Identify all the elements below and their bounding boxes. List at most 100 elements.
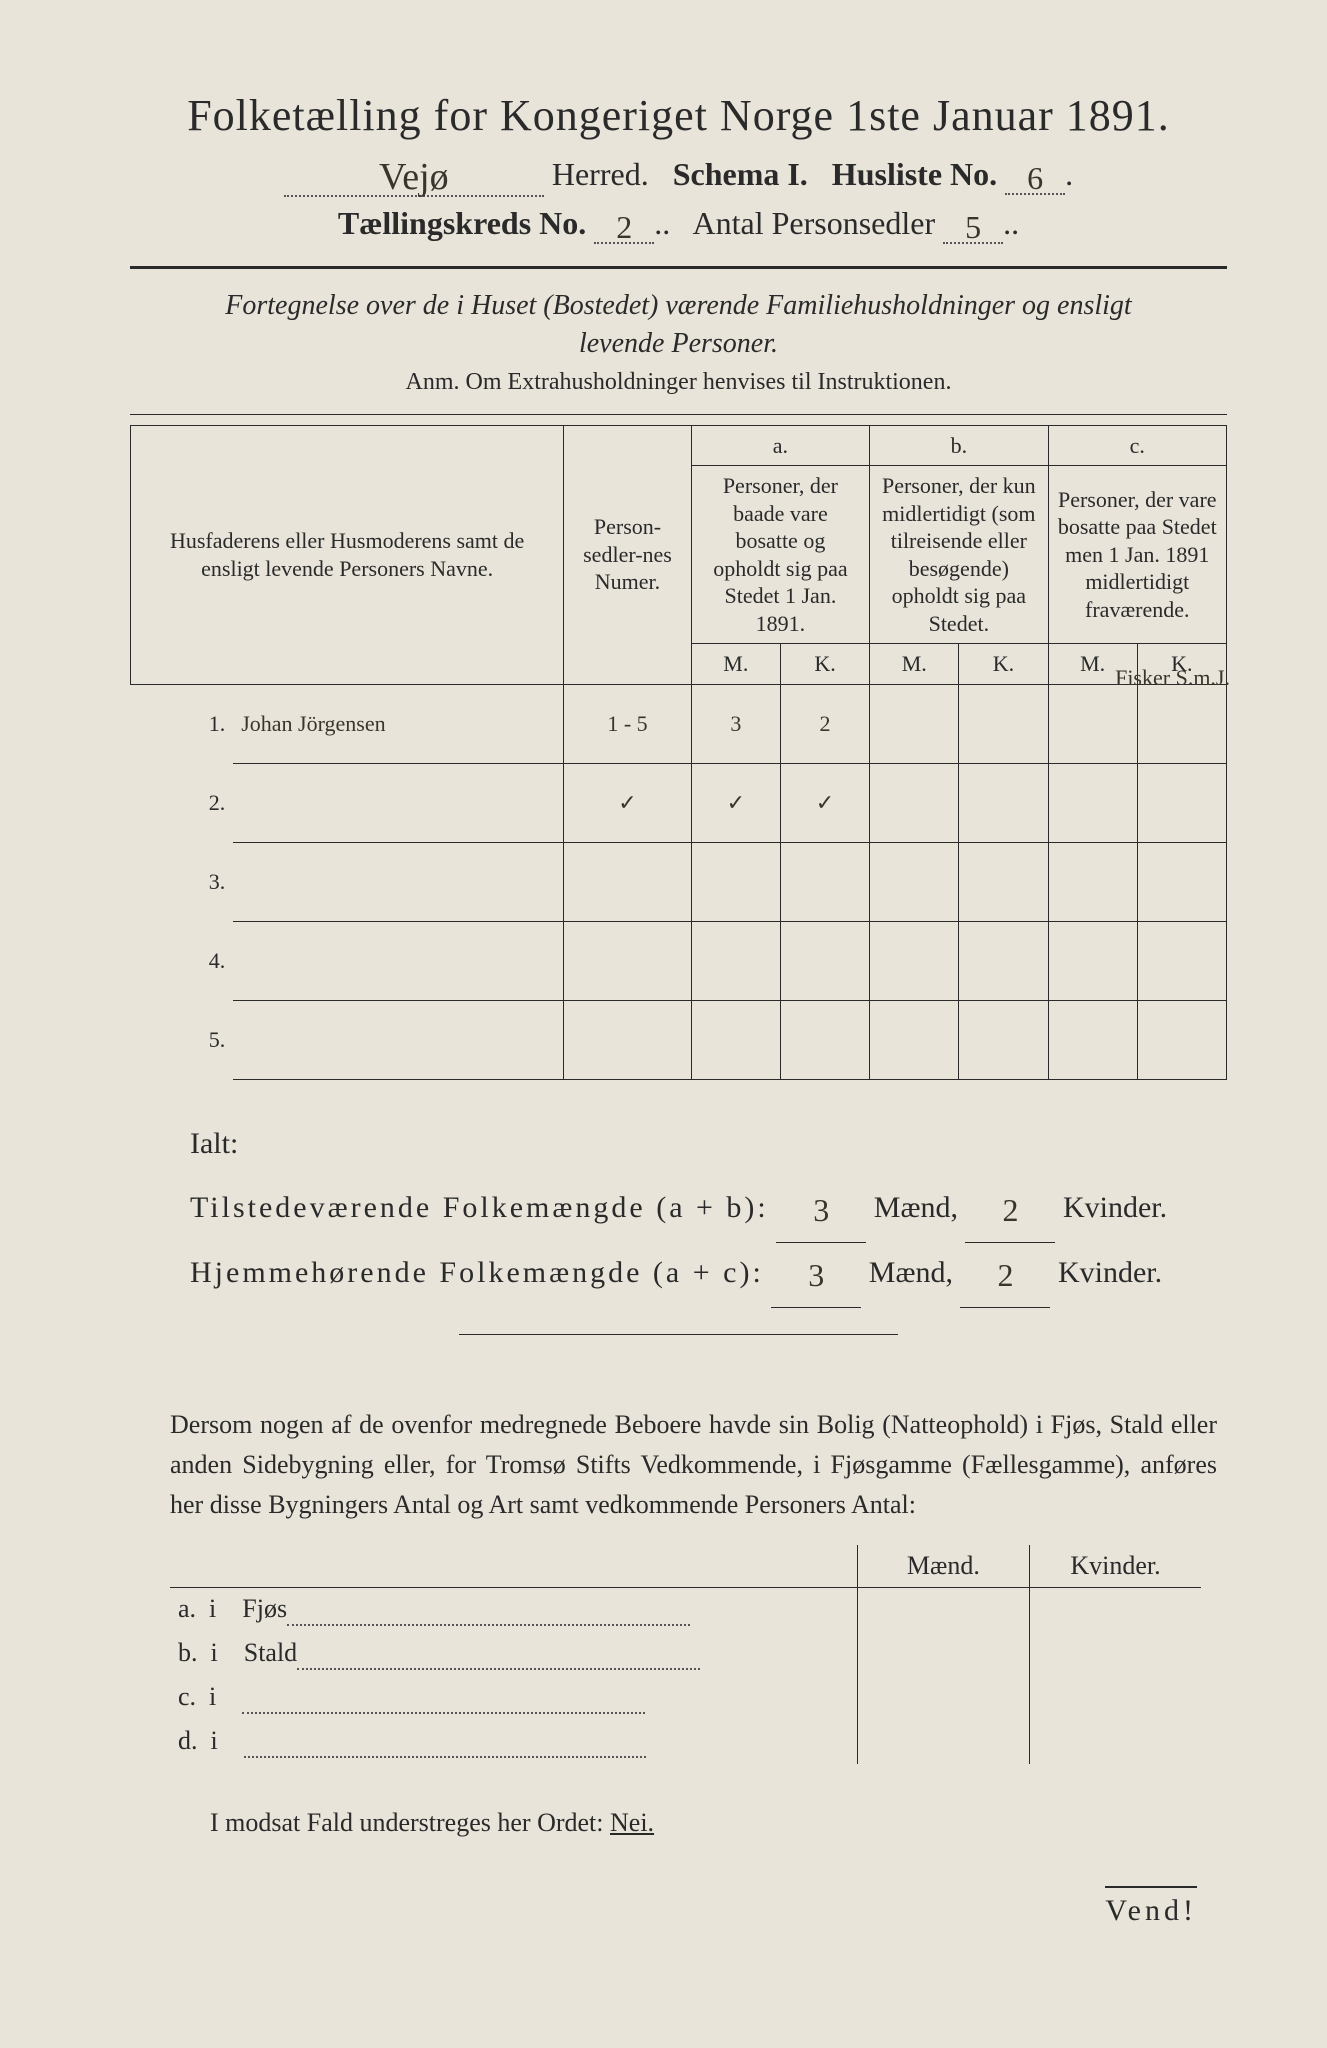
side-row-label: b. i Stald: [170, 1632, 857, 1676]
side-row-label: a. i Fjøs: [170, 1588, 857, 1633]
col-a-m: M.: [691, 644, 780, 685]
row-a-k: ✓: [780, 763, 869, 842]
row-c-k: [1137, 842, 1226, 921]
row-c-k: [1137, 763, 1226, 842]
table-row: 5.: [131, 1000, 1227, 1079]
kreds-value: 2: [616, 209, 632, 245]
row-a-m: [691, 1000, 780, 1079]
row-b-k: [959, 842, 1048, 921]
col-name-header: Husfaderens eller Husmoderens samt de en…: [131, 425, 564, 684]
row-a-m: ✓: [691, 763, 780, 842]
totals-l1-label: Tilstedeværende Folkemængde (a + b):: [190, 1191, 769, 1224]
row-number: 4.: [131, 921, 234, 1000]
row-a-k: 2: [780, 684, 869, 763]
antal-value: 5: [965, 209, 981, 245]
kvinder-label: Kvinder.: [1063, 1191, 1167, 1224]
totals-block: Ialt: Tilstedeværende Folkemængde (a + b…: [190, 1114, 1227, 1304]
col-a-label: a.: [691, 425, 869, 466]
col-a-k: K.: [780, 644, 869, 685]
side-row-label: d. i: [170, 1720, 857, 1764]
row-num: ✓: [564, 763, 691, 842]
row-note: Fisker S.m.J.: [1115, 665, 1230, 691]
row-c-m: [1048, 842, 1137, 921]
nei-word: Nei.: [610, 1808, 654, 1837]
side-row: c. i: [170, 1676, 1201, 1720]
form-subtitle: Fortegnelse over de i Huset (Bostedet) v…: [190, 287, 1167, 363]
row-a-k: [780, 921, 869, 1000]
row-b-k: [959, 684, 1048, 763]
row-name: [233, 842, 564, 921]
col-b-header: Personer, der kun midlertidigt (som tilr…: [870, 466, 1048, 644]
nei-line: I modsat Fald understreges her Ordet: Ne…: [210, 1808, 1227, 1838]
side-row: b. i Stald: [170, 1632, 1201, 1676]
side-kvinder-header: Kvinder.: [1029, 1545, 1201, 1588]
col-b-label: b.: [870, 425, 1048, 466]
col-b-k: K.: [959, 644, 1048, 685]
side-row-m: [857, 1588, 1029, 1633]
divider: [130, 266, 1227, 269]
side-row: a. i Fjøs: [170, 1588, 1201, 1633]
totals-l1-k: 2: [965, 1178, 1055, 1243]
maend-label-2: Mænd,: [869, 1256, 953, 1289]
row-name: [233, 1000, 564, 1079]
census-form-page: Folketælling for Kongeriget Norge 1ste J…: [0, 0, 1327, 2048]
maend-label: Mænd,: [874, 1191, 958, 1224]
table-row: 1.Johan Jörgensen1 - 532Fisker S.m.J.: [131, 684, 1227, 763]
ialt-label: Ialt:: [190, 1114, 1227, 1174]
side-row-m: [857, 1632, 1029, 1676]
row-b-m: [870, 842, 959, 921]
row-a-k: [780, 1000, 869, 1079]
herred-value: Vejø: [379, 156, 449, 198]
row-c-m: [1048, 921, 1137, 1000]
antal-label: Antal Personsedler: [692, 205, 935, 241]
row-b-k: [959, 763, 1048, 842]
totals-line2: Hjemmehørende Folkemængde (a + c): 3 Mæn…: [190, 1239, 1227, 1304]
row-a-m: 3: [691, 684, 780, 763]
totals-line1: Tilstedeværende Folkemængde (a + b): 3 M…: [190, 1174, 1227, 1239]
row-number: 1.: [131, 684, 234, 763]
schema-label: Schema I.: [673, 156, 808, 192]
col-a-header: Personer, der baade vare bosatte og opho…: [691, 466, 869, 644]
row-name: Johan Jörgensen: [233, 684, 564, 763]
row-c-k: [1137, 1000, 1226, 1079]
side-row-k: [1029, 1720, 1201, 1764]
vend-label: Vend!: [1105, 1886, 1197, 1928]
side-empty: [170, 1545, 857, 1588]
row-name: [233, 921, 564, 1000]
row-name: [233, 763, 564, 842]
row-b-m: [870, 1000, 959, 1079]
row-c-m: [1048, 684, 1137, 763]
husliste-label: Husliste No.: [832, 156, 997, 192]
herred-label: Herred.: [552, 156, 649, 192]
side-row-k: [1029, 1588, 1201, 1633]
col-c-header: Personer, der vare bosatte paa Stedet me…: [1048, 466, 1226, 644]
side-building-paragraph: Dersom nogen af de ovenfor medregnede Be…: [170, 1405, 1217, 1526]
row-number: 2.: [131, 763, 234, 842]
side-row-k: [1029, 1676, 1201, 1720]
side-row-m: [857, 1676, 1029, 1720]
totals-l1-m: 3: [776, 1178, 866, 1243]
row-b-k: [959, 921, 1048, 1000]
side-maend-header: Mænd.: [857, 1545, 1029, 1588]
kreds-field: 2: [594, 205, 654, 244]
header-line-kreds: Tællingskreds No. 2 .. Antal Personsedle…: [130, 205, 1227, 244]
header-line-herred: Vejø Herred. Schema I. Husliste No. 6 .: [130, 151, 1227, 197]
col-b-m: M.: [870, 644, 959, 685]
row-num: [564, 1000, 691, 1079]
husliste-field: 6: [1005, 156, 1065, 195]
side-row-m: [857, 1720, 1029, 1764]
table-row: 2.✓✓✓: [131, 763, 1227, 842]
row-b-m: [870, 763, 959, 842]
row-number: 3.: [131, 842, 234, 921]
divider-short: [459, 1334, 898, 1335]
row-number: 5.: [131, 1000, 234, 1079]
totals-l2-m: 3: [771, 1243, 861, 1308]
row-a-m: [691, 921, 780, 1000]
row-c-m: [1048, 1000, 1137, 1079]
row-num: 1 - 5: [564, 684, 691, 763]
kreds-label: Tællingskreds No.: [338, 205, 586, 241]
totals-l2-k: 2: [960, 1243, 1050, 1308]
herred-field: Vejø: [284, 151, 544, 197]
row-c-m: [1048, 763, 1137, 842]
side-building-table: Mænd. Kvinder. a. i Fjøs b. i Stald c. i…: [170, 1545, 1201, 1764]
